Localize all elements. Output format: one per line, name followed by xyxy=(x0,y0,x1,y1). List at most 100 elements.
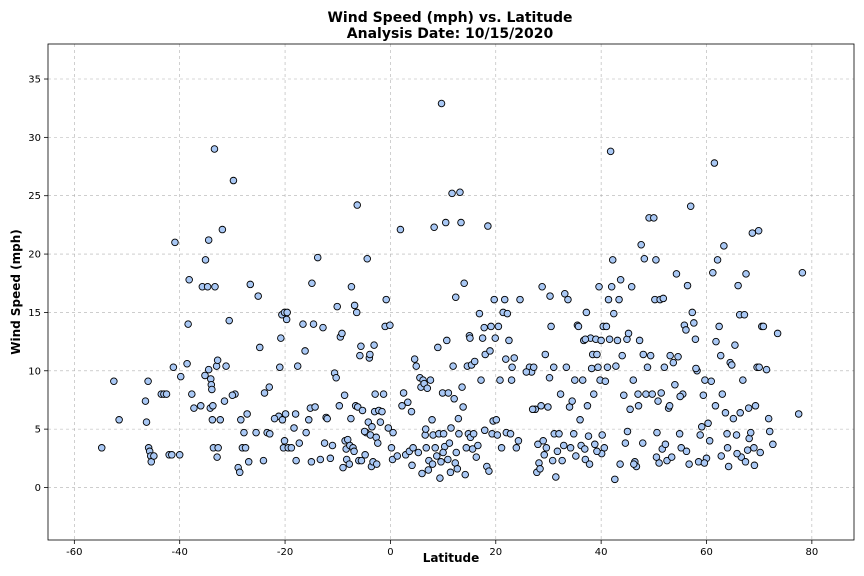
data-point xyxy=(450,395,458,403)
data-point xyxy=(439,448,447,457)
data-point xyxy=(549,363,558,372)
data-point xyxy=(634,402,643,410)
data-point xyxy=(667,453,676,461)
data-point xyxy=(370,341,378,349)
data-point xyxy=(643,363,652,372)
data-point xyxy=(650,214,658,222)
chart-subtitle: Analysis Date: 10/15/2020 xyxy=(347,26,554,42)
data-point xyxy=(744,404,753,412)
data-point xyxy=(569,430,578,438)
data-point xyxy=(608,256,617,264)
data-point xyxy=(469,430,478,438)
data-point xyxy=(659,294,668,303)
data-point xyxy=(444,389,453,397)
data-point xyxy=(459,403,467,411)
data-point xyxy=(729,414,738,423)
data-point xyxy=(422,444,430,452)
data-point xyxy=(421,425,430,433)
data-point xyxy=(347,414,355,423)
data-point xyxy=(597,336,605,345)
data-point xyxy=(384,424,393,432)
data-point xyxy=(510,354,518,362)
data-point xyxy=(382,295,390,304)
data-point xyxy=(571,376,579,384)
data-point xyxy=(601,377,610,386)
y-tick-label: 5 xyxy=(35,425,41,436)
data-point xyxy=(736,409,744,417)
data-point xyxy=(639,350,648,359)
data-point xyxy=(581,445,589,453)
data-point xyxy=(203,282,212,291)
data-point xyxy=(682,447,691,456)
data-point xyxy=(175,451,184,459)
data-point xyxy=(593,350,601,359)
data-point xyxy=(699,391,708,400)
data-point xyxy=(213,453,221,461)
data-point xyxy=(460,279,468,287)
data-point xyxy=(762,365,771,374)
data-point xyxy=(610,309,618,318)
data-point xyxy=(698,423,706,431)
data-point xyxy=(439,430,448,438)
x-tick-label: 80 xyxy=(805,547,818,558)
data-point xyxy=(252,428,260,437)
data-point xyxy=(228,391,237,400)
data-point xyxy=(290,424,298,432)
data-point xyxy=(626,405,634,414)
y-tick-label: 25 xyxy=(28,191,41,202)
data-point xyxy=(553,447,562,456)
data-point xyxy=(201,256,210,264)
plot-frame xyxy=(47,43,855,541)
data-point xyxy=(461,470,469,479)
data-point xyxy=(700,459,709,467)
data-point xyxy=(162,390,171,398)
data-point xyxy=(742,270,750,278)
data-point xyxy=(246,280,255,289)
data-point xyxy=(115,416,123,424)
data-point xyxy=(188,390,196,398)
data-point xyxy=(627,282,636,291)
data-point xyxy=(358,406,367,415)
data-point xyxy=(216,416,225,424)
data-point xyxy=(447,424,455,432)
data-point xyxy=(564,295,572,304)
data-point xyxy=(528,405,537,414)
data-point xyxy=(366,350,374,359)
data-point xyxy=(613,336,622,345)
data-point xyxy=(278,416,287,424)
data-point xyxy=(487,322,495,331)
data-point xyxy=(732,431,741,439)
data-point xyxy=(718,390,727,398)
data-point xyxy=(639,439,647,447)
data-point xyxy=(480,323,488,332)
data-point xyxy=(144,377,152,386)
data-point xyxy=(313,253,322,262)
data-point xyxy=(683,281,692,290)
data-point xyxy=(675,430,684,438)
data-point xyxy=(672,270,681,278)
data-point xyxy=(740,311,749,319)
data-point xyxy=(705,437,714,445)
data-point xyxy=(496,376,504,384)
data-point xyxy=(692,364,700,373)
data-point xyxy=(734,281,742,290)
data-point xyxy=(682,326,690,334)
data-point xyxy=(414,448,423,457)
chart-title: Wind Speed (mph) vs. Latitude xyxy=(327,10,572,26)
x-tick-label: -40 xyxy=(172,547,188,558)
data-point xyxy=(142,418,151,426)
data-point xyxy=(283,308,291,317)
data-point xyxy=(704,419,712,428)
data-point xyxy=(494,322,503,331)
axis-ticks: -60 -40 -20 0 20 40 60 80 0 5 10 15 20 25 30 35 xyxy=(28,75,818,558)
data-point xyxy=(241,444,250,452)
data-point xyxy=(445,439,454,447)
data-point xyxy=(240,428,248,437)
data-point xyxy=(437,99,446,108)
data-point xyxy=(715,322,723,331)
data-point xyxy=(453,465,462,473)
data-point xyxy=(281,410,290,418)
y-tick-label: 30 xyxy=(28,133,41,144)
data-point xyxy=(743,446,752,454)
